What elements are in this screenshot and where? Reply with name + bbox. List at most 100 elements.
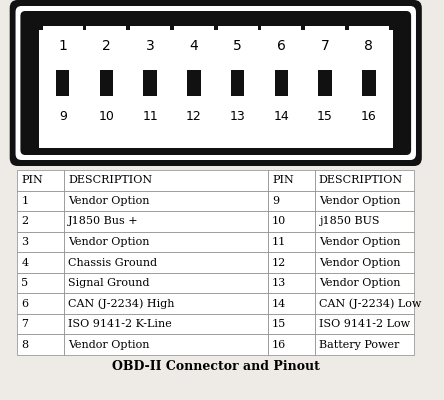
Bar: [87, 96, 127, 140]
FancyBboxPatch shape: [20, 11, 411, 155]
Text: 5: 5: [233, 39, 242, 53]
Text: 1: 1: [58, 39, 67, 53]
Text: Vendor Option: Vendor Option: [319, 196, 400, 206]
Text: 6: 6: [277, 39, 286, 53]
Bar: [64, 252, 268, 273]
Text: OBD-II Connector and Pinout: OBD-II Connector and Pinout: [112, 360, 320, 373]
Bar: [64, 232, 268, 252]
Text: Vendor Option: Vendor Option: [319, 258, 400, 268]
Text: 15: 15: [272, 319, 286, 329]
Bar: [64, 170, 268, 190]
Text: 15: 15: [317, 110, 333, 122]
Bar: [218, 96, 258, 140]
Bar: [17, 314, 64, 334]
Bar: [64, 334, 268, 355]
Bar: [17, 252, 64, 273]
Bar: [64, 314, 268, 334]
Text: 3: 3: [21, 237, 28, 247]
Bar: [187, 82, 201, 96]
Text: ISO 9141-2 Low: ISO 9141-2 Low: [319, 319, 410, 329]
Bar: [130, 96, 170, 140]
Text: 4: 4: [190, 39, 198, 53]
Text: 2: 2: [102, 39, 111, 53]
Text: 1: 1: [21, 196, 28, 206]
Text: 10: 10: [99, 110, 115, 122]
Text: 5: 5: [21, 278, 28, 288]
Bar: [43, 26, 83, 70]
Text: 6: 6: [21, 299, 28, 309]
Bar: [274, 70, 288, 84]
Bar: [268, 314, 315, 334]
Bar: [130, 26, 170, 70]
Bar: [174, 26, 214, 70]
Bar: [17, 293, 64, 314]
Text: 7: 7: [21, 319, 28, 329]
Text: j1850 BUS: j1850 BUS: [319, 216, 379, 226]
Bar: [315, 252, 414, 273]
Text: Vendor Option: Vendor Option: [319, 237, 400, 247]
Text: J1850 Bus +: J1850 Bus +: [68, 216, 139, 226]
Text: 8: 8: [365, 39, 373, 53]
Bar: [268, 293, 315, 314]
Bar: [315, 293, 414, 314]
Bar: [64, 190, 268, 211]
Bar: [268, 190, 315, 211]
Text: Signal Ground: Signal Ground: [68, 278, 150, 288]
Bar: [305, 26, 345, 70]
Text: 2: 2: [21, 216, 28, 226]
Bar: [56, 70, 70, 84]
FancyBboxPatch shape: [16, 6, 416, 160]
Bar: [231, 70, 245, 84]
Text: ISO 9141-2 K-Line: ISO 9141-2 K-Line: [68, 319, 172, 329]
Bar: [99, 70, 113, 84]
Text: 13: 13: [272, 278, 286, 288]
Bar: [315, 334, 414, 355]
Bar: [187, 70, 201, 84]
Bar: [262, 96, 301, 140]
Text: 4: 4: [21, 258, 28, 268]
Bar: [43, 96, 83, 140]
Bar: [143, 70, 157, 84]
Text: Chassis Ground: Chassis Ground: [68, 258, 157, 268]
Text: 9: 9: [272, 196, 279, 206]
Bar: [17, 232, 64, 252]
Bar: [362, 82, 376, 96]
Bar: [262, 26, 301, 70]
Text: 14: 14: [272, 299, 286, 309]
Bar: [349, 96, 389, 140]
Text: CAN (J-2234) Low: CAN (J-2234) Low: [319, 298, 421, 309]
Bar: [64, 273, 268, 293]
Text: 16: 16: [361, 110, 377, 122]
Text: DESCRIPTION: DESCRIPTION: [68, 175, 152, 185]
Bar: [318, 82, 332, 96]
Text: Vendor Option: Vendor Option: [68, 237, 150, 247]
Text: Vendor Option: Vendor Option: [68, 340, 150, 350]
Bar: [268, 252, 315, 273]
Text: 11: 11: [272, 237, 286, 247]
Text: Vendor Option: Vendor Option: [68, 196, 150, 206]
Text: 11: 11: [142, 110, 158, 122]
Text: PIN: PIN: [272, 175, 294, 185]
Text: 12: 12: [186, 110, 202, 122]
Text: 14: 14: [274, 110, 289, 122]
Bar: [64, 293, 268, 314]
Bar: [56, 82, 70, 96]
Text: 13: 13: [230, 110, 246, 122]
Bar: [349, 26, 389, 70]
Text: 3: 3: [146, 39, 155, 53]
Text: CAN (J-2234) High: CAN (J-2234) High: [68, 298, 174, 309]
Bar: [315, 211, 414, 232]
Bar: [315, 273, 414, 293]
Bar: [268, 232, 315, 252]
Bar: [17, 334, 64, 355]
Bar: [143, 82, 157, 96]
Bar: [99, 82, 113, 96]
Text: Vendor Option: Vendor Option: [319, 278, 400, 288]
Bar: [274, 82, 288, 96]
Text: PIN: PIN: [21, 175, 43, 185]
Text: 10: 10: [272, 216, 286, 226]
FancyBboxPatch shape: [10, 0, 422, 166]
Bar: [318, 70, 332, 84]
Bar: [268, 334, 315, 355]
Bar: [315, 314, 414, 334]
